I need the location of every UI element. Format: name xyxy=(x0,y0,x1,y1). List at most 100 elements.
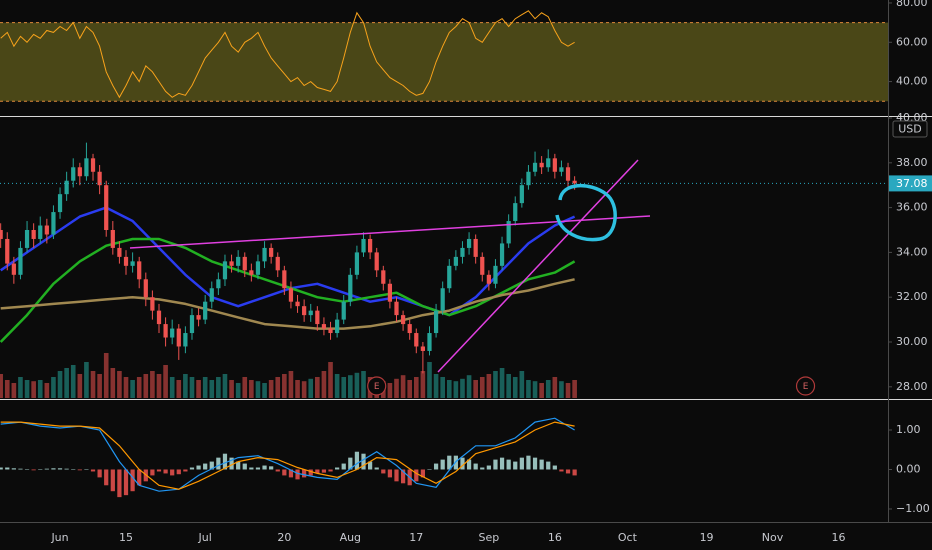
macd-histogram-bar xyxy=(433,463,439,470)
macd-histogram-bar xyxy=(84,469,89,470)
candle-body xyxy=(532,162,538,172)
volume-bar xyxy=(90,371,96,398)
rsi-band xyxy=(0,22,888,102)
last-price-label: 37.08 xyxy=(896,177,928,190)
macd-histogram-bar xyxy=(367,461,373,470)
macd-histogram-bar xyxy=(282,469,287,476)
macd-histogram-bar xyxy=(275,469,280,472)
candle-body xyxy=(341,301,346,320)
volume-bar xyxy=(150,371,155,398)
candle-body xyxy=(117,247,122,257)
volume-bar xyxy=(440,377,445,398)
volume-bar xyxy=(295,380,300,398)
candle-body xyxy=(5,238,10,264)
volume-bar xyxy=(512,377,518,398)
candle-body xyxy=(0,230,3,239)
volume-bar xyxy=(348,375,353,398)
volume-bar xyxy=(229,380,234,398)
volume-bar xyxy=(242,377,248,398)
y-tick-label: 34.00 xyxy=(896,245,928,258)
y-tick-label: 60.00 xyxy=(896,35,928,48)
trend-line xyxy=(437,159,639,373)
candle-body xyxy=(44,225,49,235)
volume-bar xyxy=(262,383,267,398)
x-tick-label: 16 xyxy=(548,531,562,544)
volume-bar xyxy=(486,374,492,398)
macd-histogram-bar xyxy=(123,469,129,496)
volume-bar xyxy=(407,380,413,398)
candle-body xyxy=(203,301,208,320)
volume-bar xyxy=(361,371,366,398)
macd-histogram-bar xyxy=(57,468,63,470)
candle-body xyxy=(282,270,287,289)
candle-body xyxy=(493,265,498,284)
x-tick-label: Nov xyxy=(762,531,784,544)
macd-histogram-bar xyxy=(117,469,122,498)
macd-histogram-bar xyxy=(203,463,208,470)
candle-body xyxy=(526,171,531,186)
volume-bar xyxy=(315,377,320,398)
x-tick-label: 16 xyxy=(832,531,846,544)
candle-body xyxy=(420,346,425,351)
volume-bar xyxy=(143,374,149,398)
candle-body xyxy=(90,158,96,172)
macd-line xyxy=(0,421,575,490)
macd-histogram-bar xyxy=(209,461,214,470)
volume-bar xyxy=(519,371,525,398)
macd-histogram-bar xyxy=(77,469,82,471)
volume-bar xyxy=(209,380,215,398)
macd-histogram-bar xyxy=(519,457,524,470)
macd-histogram-bar xyxy=(90,469,96,472)
candle-body xyxy=(156,310,162,325)
macd-histogram-bar xyxy=(321,469,327,473)
y-tick-label: 1.00 xyxy=(896,423,921,436)
candle-body xyxy=(486,274,491,284)
volume-bar xyxy=(123,377,129,398)
macd-histogram-bar xyxy=(374,467,379,470)
candle-body xyxy=(552,158,557,172)
macd-histogram-bar xyxy=(150,469,155,476)
y-tick-label: 38.00 xyxy=(896,156,928,169)
candle-body xyxy=(209,288,214,302)
candle-body xyxy=(176,328,181,347)
candle-body xyxy=(328,328,333,334)
volume-bar xyxy=(526,380,531,398)
volume-bar xyxy=(559,381,564,398)
macd-histogram-bar xyxy=(447,455,452,470)
macd-histogram-bar xyxy=(216,457,221,470)
candle-body xyxy=(11,263,16,275)
macd-histogram-bar xyxy=(18,468,23,470)
candle-body xyxy=(559,167,564,172)
macd-histogram-bar xyxy=(51,468,56,470)
candle-body xyxy=(506,221,511,244)
volume-bar xyxy=(387,383,393,398)
candle-body xyxy=(77,167,82,177)
candle-body xyxy=(572,180,577,184)
volume-bar xyxy=(196,380,201,398)
candle-body xyxy=(315,310,320,325)
macd-histogram-bar xyxy=(137,469,142,486)
candle-body xyxy=(196,315,201,320)
volume-bar xyxy=(453,381,459,398)
volume-bar xyxy=(334,374,340,398)
macd-histogram-bar xyxy=(315,469,320,474)
candle-body xyxy=(440,288,445,311)
x-tick-label: 19 xyxy=(700,531,714,544)
x-tick-label: Sep xyxy=(478,531,499,544)
volume-bar xyxy=(479,377,485,398)
volume-bar xyxy=(466,375,472,398)
macd-histogram-bar xyxy=(44,468,49,470)
macd-histogram-bar xyxy=(460,457,465,470)
volume-bar xyxy=(308,378,314,398)
candle-body xyxy=(31,230,36,239)
macd-histogram-bar xyxy=(414,469,419,482)
volume-bar xyxy=(565,383,571,398)
macd-histogram-bar xyxy=(486,465,491,470)
macd-histogram-bar xyxy=(71,469,76,470)
candle-body xyxy=(123,256,129,266)
volume-bar xyxy=(31,381,36,398)
volume-bar xyxy=(288,371,294,398)
volume-bar xyxy=(156,374,162,398)
